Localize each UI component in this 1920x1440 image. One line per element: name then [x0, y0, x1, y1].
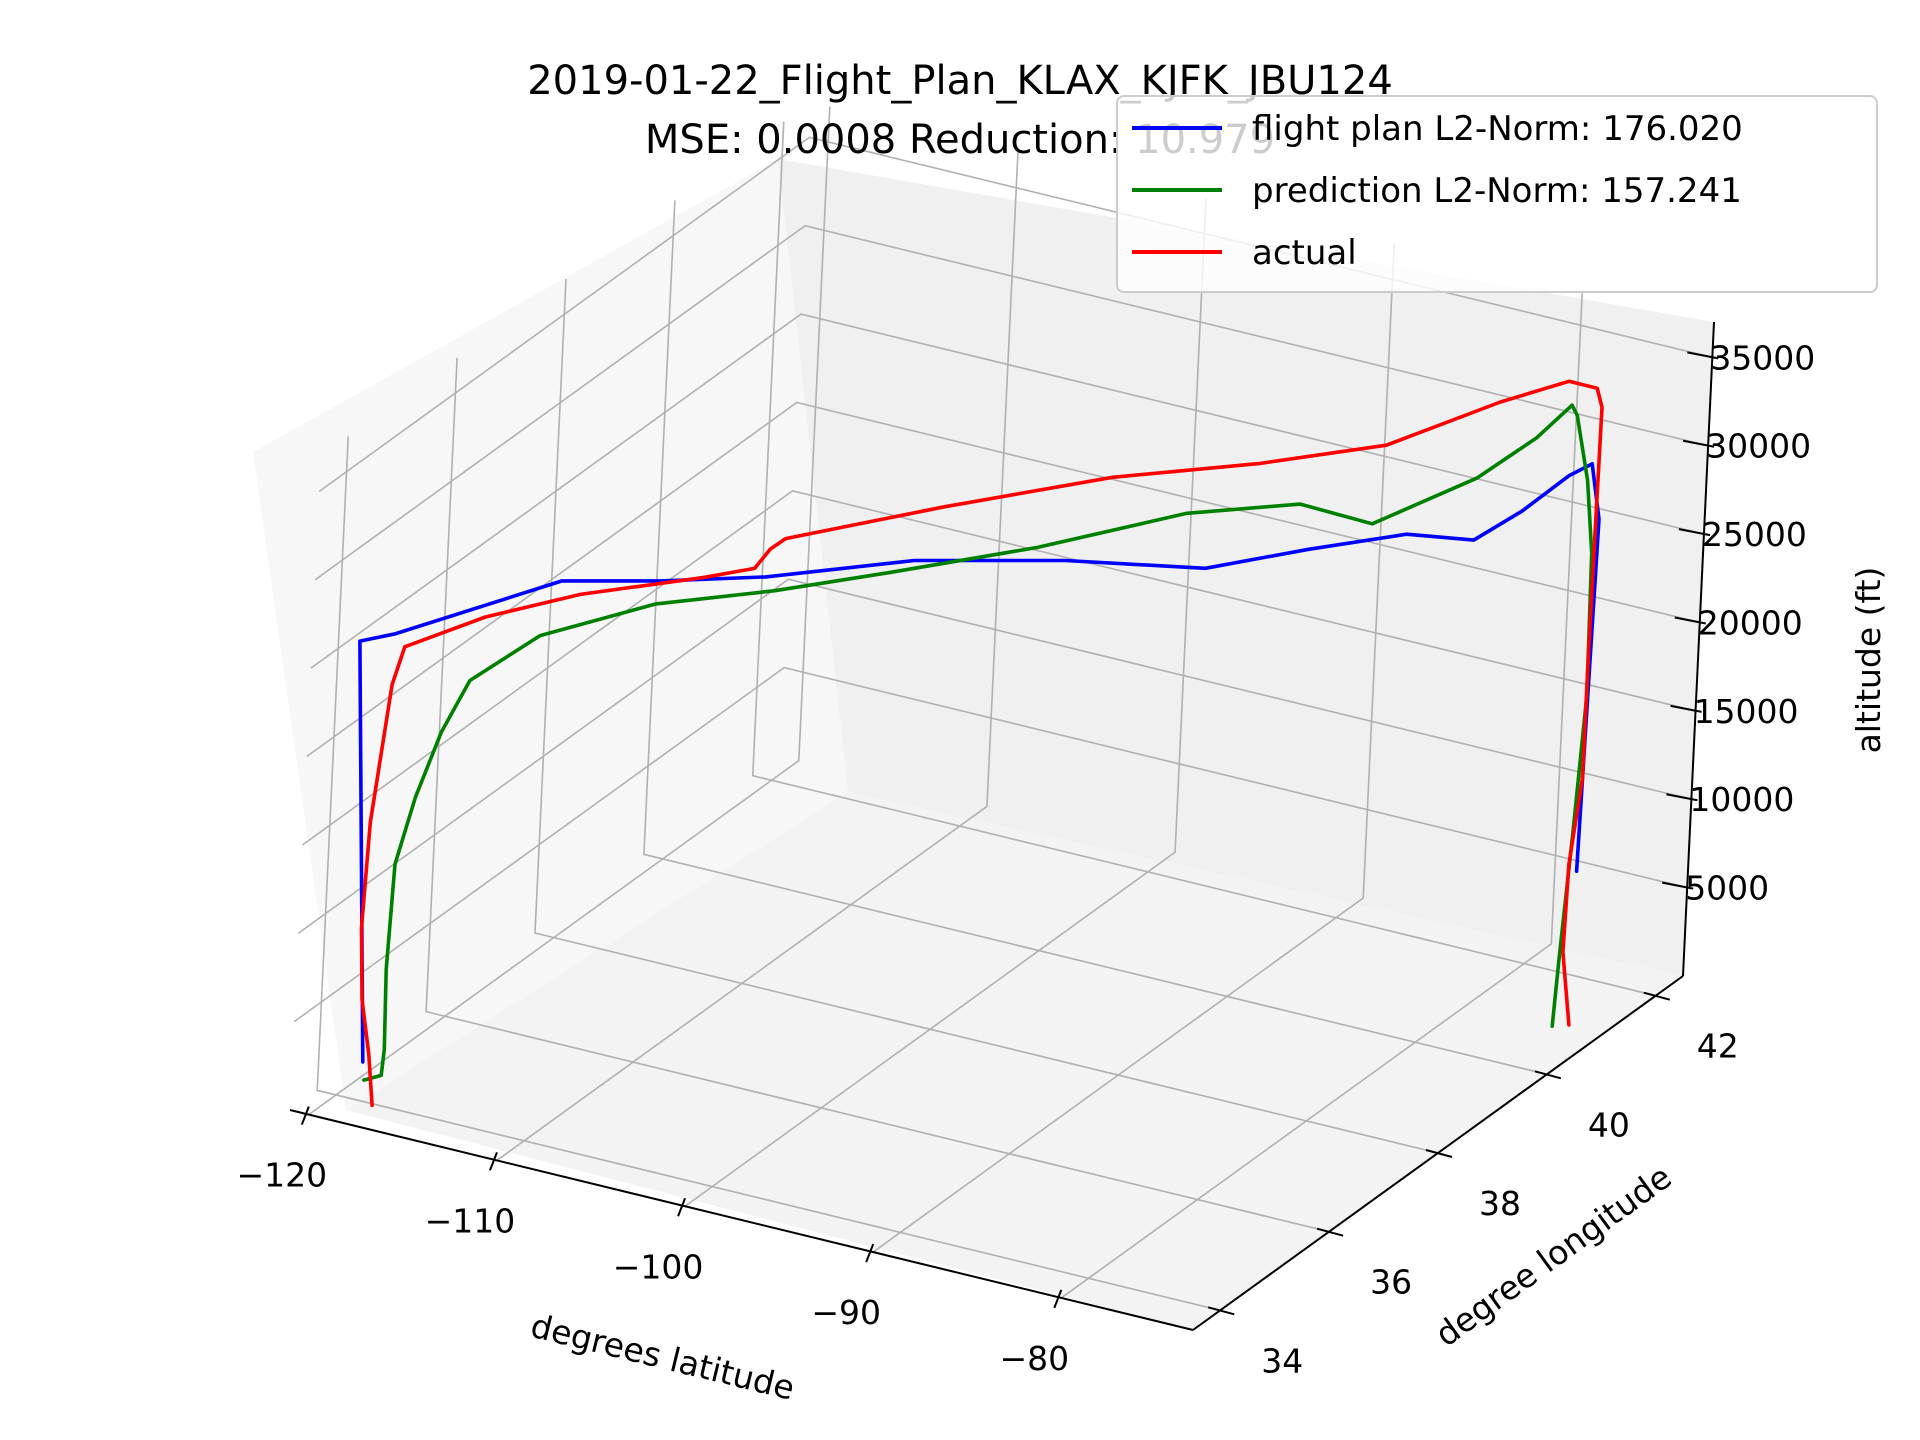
y-tick-label: 36 — [1370, 1263, 1412, 1302]
grid-line-x — [308, 106, 831, 1116]
z-axis-label: altitude (ft) — [1849, 567, 1888, 754]
x-tick-label: −120 — [236, 1156, 327, 1195]
series-layer — [358, 379, 1604, 1108]
x-tick-mark — [300, 1106, 310, 1125]
legend-label-prediction: prediction L2-Norm: 157.241 — [1252, 171, 1742, 211]
y-tick-mark — [1425, 1149, 1453, 1158]
x-tick-mark — [677, 1197, 686, 1217]
legend-label-actual: actual — [1252, 233, 1357, 273]
y-tick-mark — [1316, 1227, 1344, 1237]
x-axis-line — [289, 1109, 1194, 1331]
z-tick-label: 5000 — [1685, 869, 1769, 908]
z-tick-label: 10000 — [1689, 780, 1794, 819]
grid-line-y — [425, 357, 1330, 1233]
y-tick-label: 34 — [1261, 1341, 1303, 1380]
y-tick-label: 38 — [1479, 1184, 1521, 1223]
grid-line-z — [306, 401, 1700, 758]
x-tick-mark — [1053, 1289, 1063, 1309]
z-tick-label: 20000 — [1698, 603, 1803, 642]
legend-box — [1116, 95, 1878, 293]
z-tick-label: 35000 — [1710, 338, 1815, 377]
z-tick-label: 30000 — [1706, 427, 1811, 466]
grid-line-y — [643, 200, 1548, 1076]
y-tick-mark — [1207, 1306, 1235, 1316]
x-axis-label: degrees latitude — [527, 1306, 798, 1408]
x-tick-mark — [489, 1152, 498, 1171]
z-tick-label: 25000 — [1702, 515, 1807, 554]
series-line-prediction — [361, 403, 1594, 1082]
y-axis-label: degree longitude — [1428, 1157, 1679, 1354]
z-tick-mark — [1666, 793, 1698, 802]
z-tick-mark — [1670, 704, 1702, 713]
grid-line-x — [684, 198, 1207, 1207]
grid-line-x — [496, 152, 1019, 1162]
grid-line-y — [316, 436, 1221, 1312]
x-tick-label: −100 — [613, 1247, 704, 1286]
grid-line-z — [310, 313, 1705, 669]
grid-line-x — [1060, 289, 1584, 1299]
x-tick-label: −110 — [425, 1201, 516, 1240]
tick-marks: −120 −110 −100 −90 −80 34 36 38 40 42 5000 10000 150… — [236, 338, 1815, 1380]
axis-panes — [253, 159, 1714, 1330]
grid-line-z — [293, 666, 1688, 1023]
z-tick-mark — [1674, 616, 1706, 625]
grid-line-z — [297, 578, 1692, 934]
z-tick-mark — [1661, 881, 1694, 890]
grid-line-z — [314, 224, 1709, 581]
y-tick-label: 42 — [1697, 1027, 1739, 1066]
z-axis-line — [1682, 321, 1715, 977]
y-tick-label: 40 — [1588, 1105, 1630, 1144]
back-pane-right — [778, 159, 1714, 976]
y-tick-mark — [1534, 1070, 1562, 1080]
grid-line-z — [302, 490, 1696, 846]
grid-line-y — [751, 121, 1656, 997]
z-tick-mark — [1678, 528, 1711, 537]
z-tick-mark — [1687, 351, 1719, 360]
legend-label-flight-plan: flight plan L2-Norm: 176.020 — [1252, 109, 1743, 149]
x-tick-mark — [865, 1243, 875, 1263]
z-tick-label: 15000 — [1694, 692, 1799, 731]
grid-line-x — [872, 244, 1395, 1253]
floor-pane — [346, 792, 1683, 1330]
legend: flight plan L2-Norm: 176.020 prediction … — [1116, 95, 1878, 293]
y-tick-mark — [1643, 991, 1671, 1001]
series-line-flight-plan — [358, 461, 1601, 1064]
x-tick-label: −90 — [811, 1293, 881, 1332]
x-tick-label: −80 — [999, 1339, 1069, 1378]
grid-line-y — [534, 278, 1439, 1154]
z-tick-mark — [1682, 439, 1715, 448]
series-line-actual — [359, 379, 1604, 1108]
